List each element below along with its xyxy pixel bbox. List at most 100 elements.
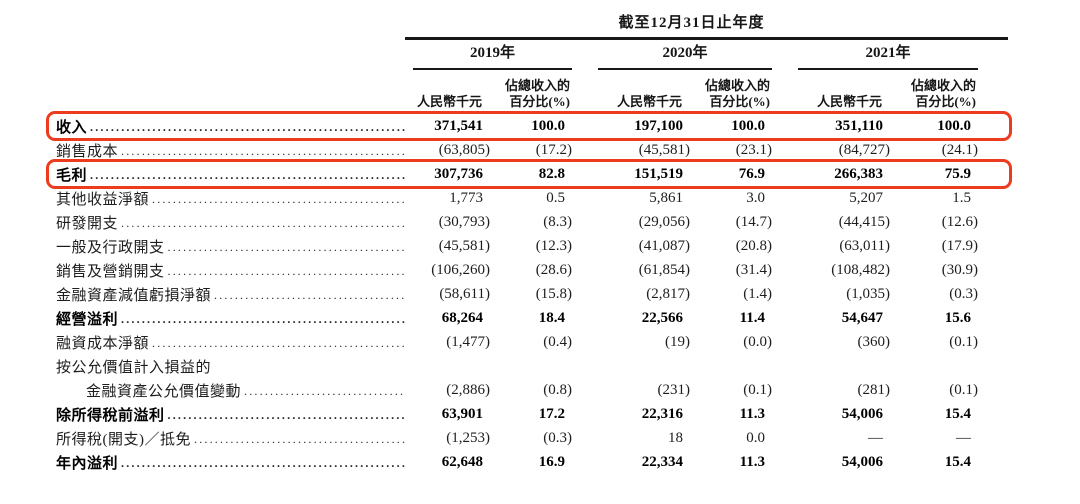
cell-amount-2021: 5,207 (849, 189, 883, 206)
cell-pct-2021: (0.1) (949, 333, 978, 350)
cell-pct-2021: (17.9) (941, 237, 978, 254)
subheader-pct-line1: 佔總收入的 (910, 78, 976, 93)
cell-pct-2020: (1.4) (743, 285, 772, 302)
row-label-text: 年內溢利 (56, 455, 119, 472)
cell-amount-2019: (45,581) (438, 237, 490, 254)
dot-leader: ........................................… (167, 263, 405, 278)
cell-amount-2020: (41,087) (638, 237, 690, 254)
cell-pct-2021 (890, 354, 978, 378)
cell-pct-2020: (0.1) (743, 381, 772, 398)
cell-pct-2019: 18.4 (538, 309, 565, 326)
row-label-text: 一般及行政開支 (56, 239, 165, 256)
cell-pct-2019: (17.2) (535, 141, 572, 158)
cell-pct-2021: 1.5 (952, 189, 971, 206)
header-gutter (978, 70, 1008, 114)
cell-amount-2020: (2,817) (646, 285, 690, 302)
cell-pct-2019: 100.0 (531, 117, 565, 134)
row-label-text: 收入 (56, 119, 88, 136)
table-row: 金融資產減值虧損淨額 .............................… (50, 282, 1008, 306)
table-row: 一般及行政開支 ................................… (50, 234, 1008, 258)
cell-amount-2020: 18 (668, 429, 683, 446)
cell-pct-2020: 0.0 (746, 429, 765, 446)
subheader-amount-2020: 人民幣千元 (616, 94, 682, 109)
cell-pct-2019: (0.3) (543, 429, 572, 446)
table-header: 截至12月31日止年度 2019年 2020年 2021年 (50, 8, 1009, 114)
year-label-2021: 2021年 (798, 41, 978, 70)
year-header-2020: 2020年 (572, 38, 772, 70)
row-label-text: 所得稅(開支)／抵免 (56, 431, 191, 448)
subheader-pct-line2: 百分比(%) (915, 94, 976, 109)
table-row: 年內溢利 ...................................… (50, 450, 1008, 474)
cell-amount-2019: (63,805) (438, 141, 490, 158)
dot-leader: ........................................… (121, 455, 405, 470)
cell-pct-2019: 17.2 (538, 405, 565, 422)
cell-amount-2020: 197,100 (634, 117, 683, 134)
cell-pct-2019: (28.6) (535, 261, 572, 278)
cell-amount-2021: (44,415) (838, 213, 890, 230)
cell-pct-2020: (31.4) (735, 261, 772, 278)
cell-pct-2020: 3.0 (746, 189, 765, 206)
row-gutter (978, 330, 1008, 354)
row-label: 收入 .....................................… (50, 114, 405, 138)
cell-amount-2021: 351,110 (835, 117, 883, 134)
row-label: 金融資產公允價值變動 .............................… (50, 378, 405, 402)
cell-pct-2021: 75.9 (944, 165, 971, 182)
cell-pct-2021: (24.1) (941, 141, 978, 158)
row-label: 銷售及營銷開支 ................................… (50, 258, 405, 282)
dot-leader: ........................................… (121, 311, 405, 326)
cell-amount-2020: (61,854) (638, 261, 690, 278)
subheader-amount-2019: 人民幣千元 (416, 94, 482, 109)
cell-amount-2020: 151,519 (634, 165, 683, 182)
cell-pct-2021: (0.3) (949, 285, 978, 302)
row-label-text: 融資成本淨額 (56, 335, 150, 352)
subheader-pct-2020: 佔總收入的 百分比(%) (690, 70, 772, 114)
cell-pct-2019: (0.4) (543, 333, 572, 350)
cell-amount-2020: (29,056) (638, 213, 690, 230)
cell-pct-2021: (30.9) (941, 261, 978, 278)
row-gutter (978, 354, 1008, 378)
row-label-text: 銷售及營銷開支 (56, 263, 165, 280)
row-label: 其他收益淨額 .................................… (50, 186, 405, 210)
subheader-pct-2019: 佔總收入的 百分比(%) (490, 70, 572, 114)
cell-pct-2020: 76.9 (738, 165, 765, 182)
row-gutter (978, 402, 1008, 426)
row-gutter (978, 114, 1008, 138)
row-gutter (978, 378, 1008, 402)
cell-amount-2019: (1,477) (446, 333, 490, 350)
cell-amount-2020: 22,316 (641, 405, 683, 422)
table-row: 經營溢利 ...................................… (50, 306, 1008, 330)
cell-amount-2021: 54,006 (841, 405, 883, 422)
table-row: 其他收益淨額 .................................… (50, 186, 1008, 210)
row-gutter (978, 162, 1008, 186)
subheader-pct-2021: 佔總收入的 百分比(%) (890, 70, 978, 114)
dot-leader: ........................................… (121, 215, 405, 230)
row-label-text: 按公允價值計入損益的 (56, 359, 212, 376)
cell-pct-2019: (8.3) (543, 213, 572, 230)
header-spacer (50, 8, 405, 38)
cell-pct-2021: (12.6) (941, 213, 978, 230)
cell-pct-2020: 100.0 (731, 117, 765, 134)
dot-leader: ........................................… (90, 119, 405, 134)
dot-leader: ........................................… (194, 431, 405, 446)
header-spacer (50, 38, 405, 70)
dot-leader: ........................................… (214, 287, 405, 302)
row-label: 年內溢利 ...................................… (50, 450, 405, 474)
row-label-text: 經營溢利 (56, 311, 119, 328)
cell-amount-2019: 62,648 (441, 453, 483, 470)
table-row: 除所得稅前溢利 ................................… (50, 402, 1008, 426)
cell-amount-2019: (30,793) (438, 213, 490, 230)
row-gutter (978, 234, 1008, 258)
row-label-text: 毛利 (56, 167, 88, 184)
row-label-text: 銷售成本 (56, 143, 119, 160)
subheader-pct-line1: 佔總收入的 (704, 78, 770, 93)
year-label-2019: 2019年 (413, 41, 572, 70)
cell-pct-2019: (15.8) (535, 285, 572, 302)
cell-pct-2019: 82.8 (538, 165, 565, 182)
cell-pct-2020 (690, 354, 772, 378)
cell-pct-2020: (20.8) (735, 237, 772, 254)
cell-pct-2020: 11.3 (739, 405, 765, 422)
row-gutter (978, 306, 1008, 330)
row-label: 經營溢利 ...................................… (50, 306, 405, 330)
dot-leader: ........................................… (167, 407, 405, 422)
subheader-amount-2021: 人民幣千元 (816, 94, 882, 109)
